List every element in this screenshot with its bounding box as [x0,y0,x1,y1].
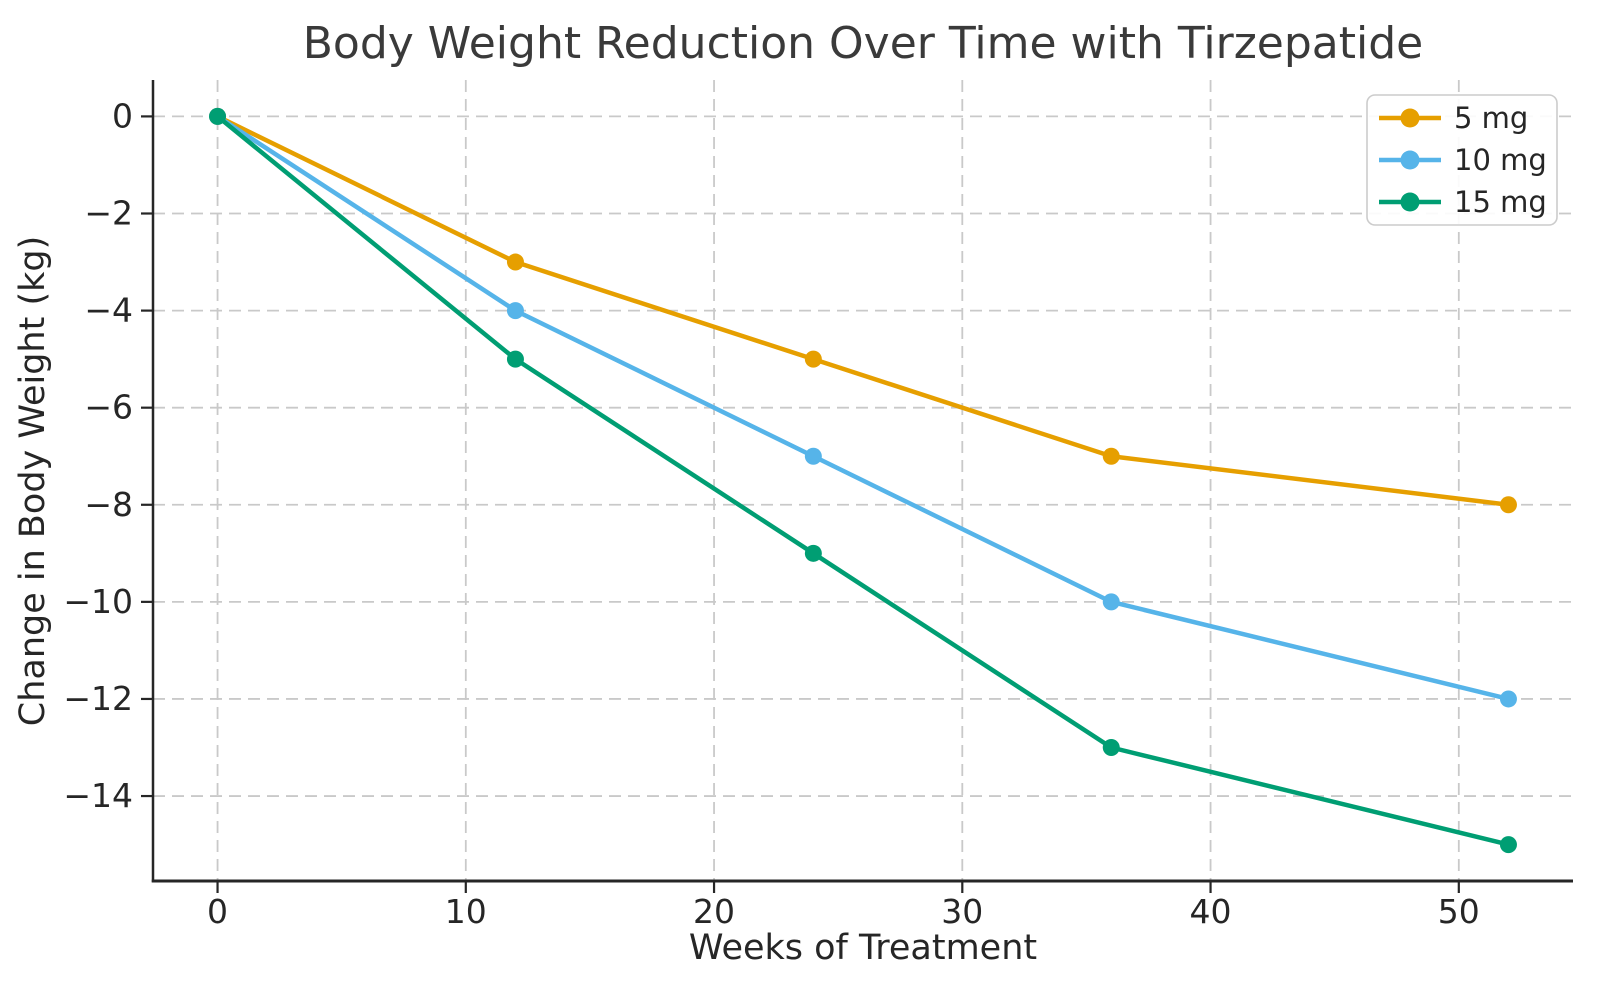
legend-item: 10 mg [1379,143,1547,177]
data-point-5-mg [1102,447,1120,465]
legend-item-label: 15 mg [1454,185,1547,219]
legend-item-label: 10 mg [1454,143,1547,177]
legend: 5 mg 10 mg 15 mg [1366,94,1558,226]
legend-swatch-marker [1400,108,1420,128]
data-point-10-mg [1499,690,1517,708]
data-series [209,107,1517,854]
x-tick-label: 40 [1190,892,1232,931]
data-point-15-mg [1102,739,1120,756]
x-tick-label: 50 [1438,892,1480,931]
data-point-10-mg [506,302,524,320]
y-axis-label: Change in Body Weight (kg) [13,236,53,727]
x-tick-label: 20 [693,892,735,931]
data-point-5-mg [1499,496,1517,514]
x-tick-label: 0 [207,892,228,931]
data-point-10-mg [804,447,822,465]
legend-item: 15 mg [1379,185,1547,219]
legend-box [1366,94,1558,226]
axes: 0 10 20 30 40 50 0 −2 −4 −6 −8 −10 −12 −14 [63,80,1573,931]
data-point-5-mg [506,253,524,271]
y-tick-label: −12 [63,679,133,718]
chart-title: Body Weight Reduction Over Time with Tir… [303,18,1423,69]
legend-swatch-marker [1400,150,1420,170]
data-point-5-mg [804,350,822,368]
data-point-15-mg [209,107,227,125]
x-tick-label: 30 [941,892,983,931]
data-point-15-mg [506,350,524,368]
data-point-15-mg [804,544,822,562]
y-tick-label: −14 [63,776,133,815]
x-axis-label: Weeks of Treatment [689,928,1037,968]
y-tick-label: −6 [84,388,133,427]
x-tick-label: 10 [445,892,487,931]
legend-item-label: 5 mg [1454,101,1528,135]
data-point-10-mg [1102,593,1120,611]
y-tick-label: 0 [112,96,133,135]
y-tick-label: −10 [63,582,133,621]
y-tick-label: −2 [84,194,133,233]
legend-swatch-marker [1400,192,1420,212]
y-tick-label: −4 [84,291,133,330]
legend-item: 5 mg [1379,101,1528,135]
y-tick-label: −8 [84,485,133,524]
data-point-15-mg [1499,836,1517,854]
